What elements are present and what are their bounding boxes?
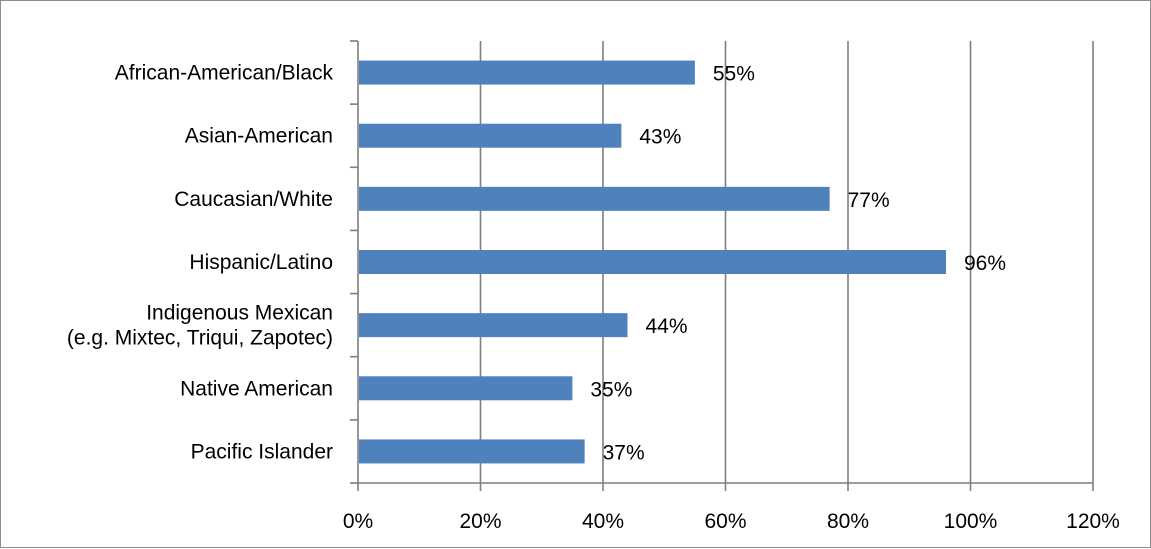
bar [359,439,585,464]
category-label-line: Caucasian/White [174,188,333,211]
x-tick-label: 20% [459,510,501,533]
x-tick-label: 0% [343,510,373,533]
bar [359,186,830,211]
data-label: 55% [713,63,755,86]
data-label: 96% [964,252,1006,275]
bar [359,60,695,85]
category-label: African-American/Black [115,62,334,85]
bar [359,250,946,274]
category-label-line: (e.g. Mixtec, Triqui, Zapotec) [67,327,333,350]
x-tick-label: 40% [582,510,624,533]
x-tick-label: 60% [704,510,746,533]
bar [359,376,573,401]
category-label: Native American [180,377,333,400]
category-label: Asian-American [185,125,333,148]
data-label: 43% [639,126,681,149]
data-label: 35% [590,378,632,401]
category-label-line: Pacific Islander [191,440,333,463]
data-label: 44% [646,315,688,338]
category-label-line: African-American/Black [115,62,334,85]
category-label: Indigenous Mexican (e.g. Mixtec, Triqui, … [67,302,333,350]
x-tick-label: 80% [827,510,869,533]
bar [359,123,622,148]
data-label: 37% [603,441,645,464]
category-labels: African-American/Black Asian-American Cauc… [67,62,334,464]
category-label-line: Asian-American [185,125,333,148]
data-label: 77% [848,189,890,212]
category-label: Caucasian/White [174,188,333,211]
x-tick-label: 100% [944,510,998,533]
bar [359,313,628,338]
data-labels: 55% 43% 77% 96% 44% 35% 37% [590,63,1006,465]
bars [359,60,946,464]
category-label-line: Hispanic/Latino [189,251,333,274]
category-label-line: Indigenous Mexican [146,302,333,325]
category-label: Hispanic/Latino [189,251,333,274]
category-label: Pacific Islander [191,440,333,463]
x-tick-label: 120% [1066,510,1120,533]
category-label-line: Native American [180,377,333,400]
x-tick-labels: 0% 20% 40% 60% 80% 100% 120% [343,510,1120,533]
axes [350,40,1094,491]
